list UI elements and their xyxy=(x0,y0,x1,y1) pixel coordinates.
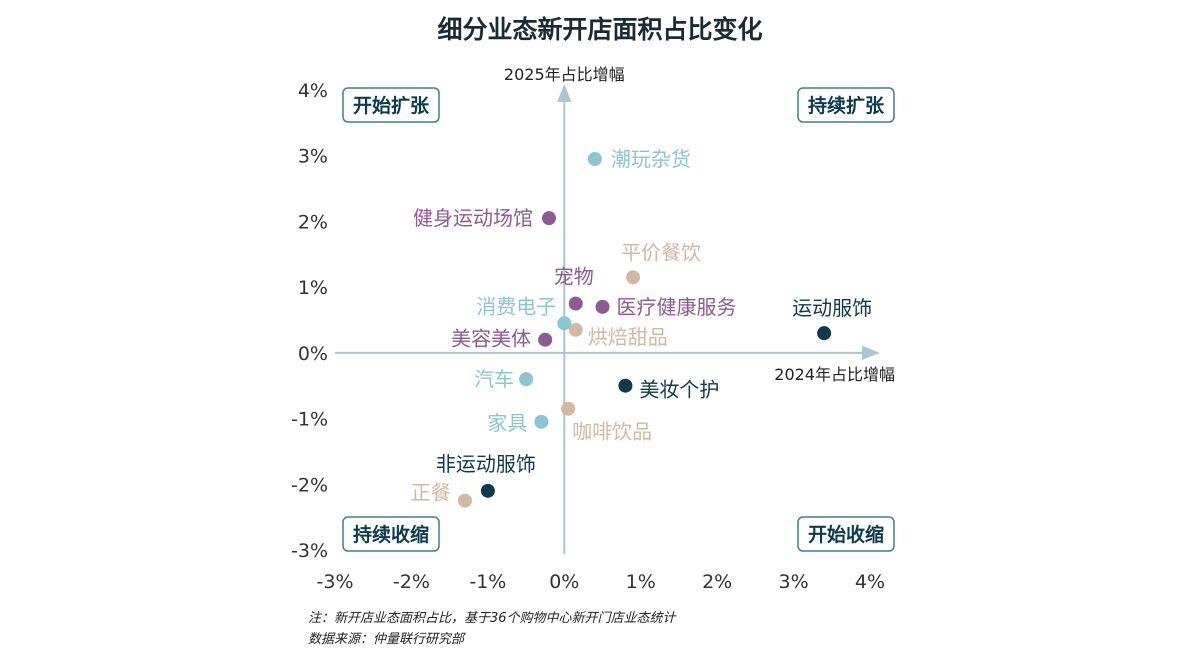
data-point-label: 非运动服饰 xyxy=(436,452,536,476)
quadrant-box xyxy=(797,516,895,552)
data-point xyxy=(561,401,576,416)
quadrant-label-bottom-right: 开始收缩 xyxy=(797,516,895,552)
data-point-label: 医疗健康服务 xyxy=(617,295,737,319)
data-point xyxy=(534,414,549,429)
quadrant-box xyxy=(797,87,895,123)
data-point xyxy=(626,270,641,285)
chart-title: 细分业态新开店面积占比变化 xyxy=(437,15,763,44)
y-tick-label: 0% xyxy=(298,343,328,365)
data-point xyxy=(542,211,556,226)
quadrant-box xyxy=(342,87,440,123)
quadrant-label-top-left: 开始扩张 xyxy=(342,87,440,123)
y-axis-label: 2025年占比增幅 xyxy=(504,65,625,84)
data-point xyxy=(595,299,610,314)
x-tick-label: 3% xyxy=(778,571,808,593)
data-source: 数据来源：仲量联行研究部 xyxy=(308,632,465,647)
data-point xyxy=(817,326,832,341)
footnote: 注：新开店业态面积占比，基于36个购物中心新开门店业态统计 xyxy=(308,611,676,626)
x-tick-label: 0% xyxy=(549,571,579,593)
quadrant-text: 开始收缩 xyxy=(808,523,884,546)
data-point-label: 汽车 xyxy=(474,367,514,391)
y-tick-label: 4% xyxy=(298,80,328,102)
data-point xyxy=(557,316,572,331)
data-point-label: 消费电子 xyxy=(476,294,556,318)
x-tick-label: 1% xyxy=(626,571,656,593)
y-tick-label: -3% xyxy=(291,540,328,562)
x-tick-label: 2% xyxy=(702,571,732,593)
x-tick-label: -1% xyxy=(469,571,506,593)
quadrant-text: 持续收缩 xyxy=(353,523,429,546)
y-tick-label: 2% xyxy=(298,211,328,233)
y-tick-label: -2% xyxy=(291,474,328,496)
data-point-label: 平价餐饮 xyxy=(621,240,701,264)
quadrant-text: 持续扩张 xyxy=(808,94,885,117)
x-tick-label: -3% xyxy=(317,571,354,593)
data-point xyxy=(538,332,553,347)
data-point-label: 运动服饰 xyxy=(792,296,872,320)
quadrant-label-top-right: 持续扩张 xyxy=(797,87,895,123)
quadrant-box xyxy=(342,516,440,552)
data-point xyxy=(618,378,633,393)
data-point-label: 咖啡饮品 xyxy=(572,420,652,444)
y-tick-label: 1% xyxy=(298,277,328,299)
quadrant-label-bottom-left: 持续收缩 xyxy=(342,516,440,552)
data-point-label: 美妆个护 xyxy=(639,378,719,402)
data-point-label: 美容美体 xyxy=(451,327,531,351)
data-point-label: 健身运动场馆 xyxy=(413,206,533,230)
data-point-label: 宠物 xyxy=(554,265,594,289)
data-point xyxy=(587,152,602,166)
data-point-label: 烘焙甜品 xyxy=(588,325,668,349)
data-point-label: 潮玩杂货 xyxy=(611,147,691,171)
data-point xyxy=(568,296,583,311)
y-tick-label: -1% xyxy=(291,409,328,431)
x-tick-label: 4% xyxy=(855,571,885,593)
x-axis-label: 2024年占比增幅 xyxy=(774,365,895,384)
data-point xyxy=(568,322,583,337)
data-point xyxy=(480,483,495,498)
data-point xyxy=(457,493,472,508)
y-tick-label: 3% xyxy=(298,146,328,168)
quadrant-text: 开始扩张 xyxy=(353,94,430,117)
data-point xyxy=(519,372,534,387)
data-point-label: 正餐 xyxy=(411,481,451,505)
data-point-label: 家具 xyxy=(487,411,527,435)
x-tick-label: -2% xyxy=(393,571,430,593)
